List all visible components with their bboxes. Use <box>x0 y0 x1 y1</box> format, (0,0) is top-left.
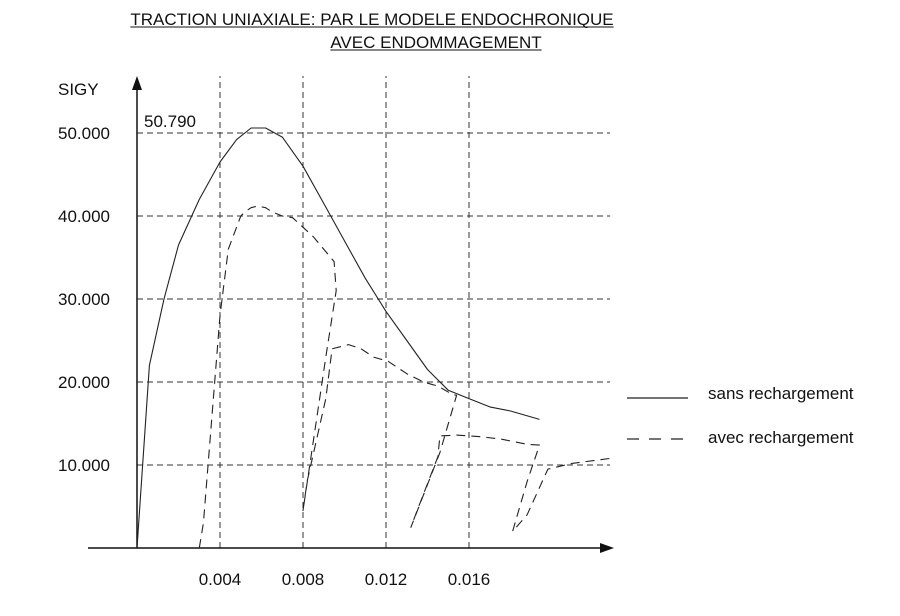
series-line-avec-rechargement <box>198 205 611 549</box>
grid <box>137 76 611 548</box>
chart-title: TRACTION UNIAXIALE: PAR LE MODELE ENDOCH… <box>130 10 613 29</box>
series-group <box>136 127 611 549</box>
y-tick-label: 10.000 <box>58 456 110 475</box>
y-axis-arrow <box>132 76 142 90</box>
y-tick-labels: 10.000 20.000 30.000 40.000 50.000 <box>58 124 110 475</box>
x-tick-label: 0.008 <box>282 570 325 589</box>
x-tick-labels: 0.004 0.008 0.012 0.016 <box>199 570 491 589</box>
x-tick-label: 0.012 <box>365 570 408 589</box>
x-tick-label: 0.004 <box>199 570 242 589</box>
y-axis-label: SIGY <box>58 80 99 99</box>
chart-subtitle: AVEC ENDOMMAGEMENT <box>330 33 541 52</box>
y-tick-label: 30.000 <box>58 290 110 309</box>
series-line-sans-rechargement <box>136 127 540 549</box>
x-tick-label: 0.016 <box>448 570 491 589</box>
legend: sans rechargement avec rechargement <box>627 384 854 447</box>
y-tick-label: 20.000 <box>58 373 110 392</box>
axes <box>88 76 614 553</box>
y-tick-label: 50.000 <box>58 124 110 143</box>
legend-label-avec-rechargement: avec rechargement <box>708 428 854 447</box>
peak-annotation: 50.790 <box>144 112 196 131</box>
y-tick-label: 40.000 <box>58 207 110 226</box>
legend-label-sans-rechargement: sans rechargement <box>708 384 854 403</box>
x-axis-arrow <box>600 543 614 553</box>
